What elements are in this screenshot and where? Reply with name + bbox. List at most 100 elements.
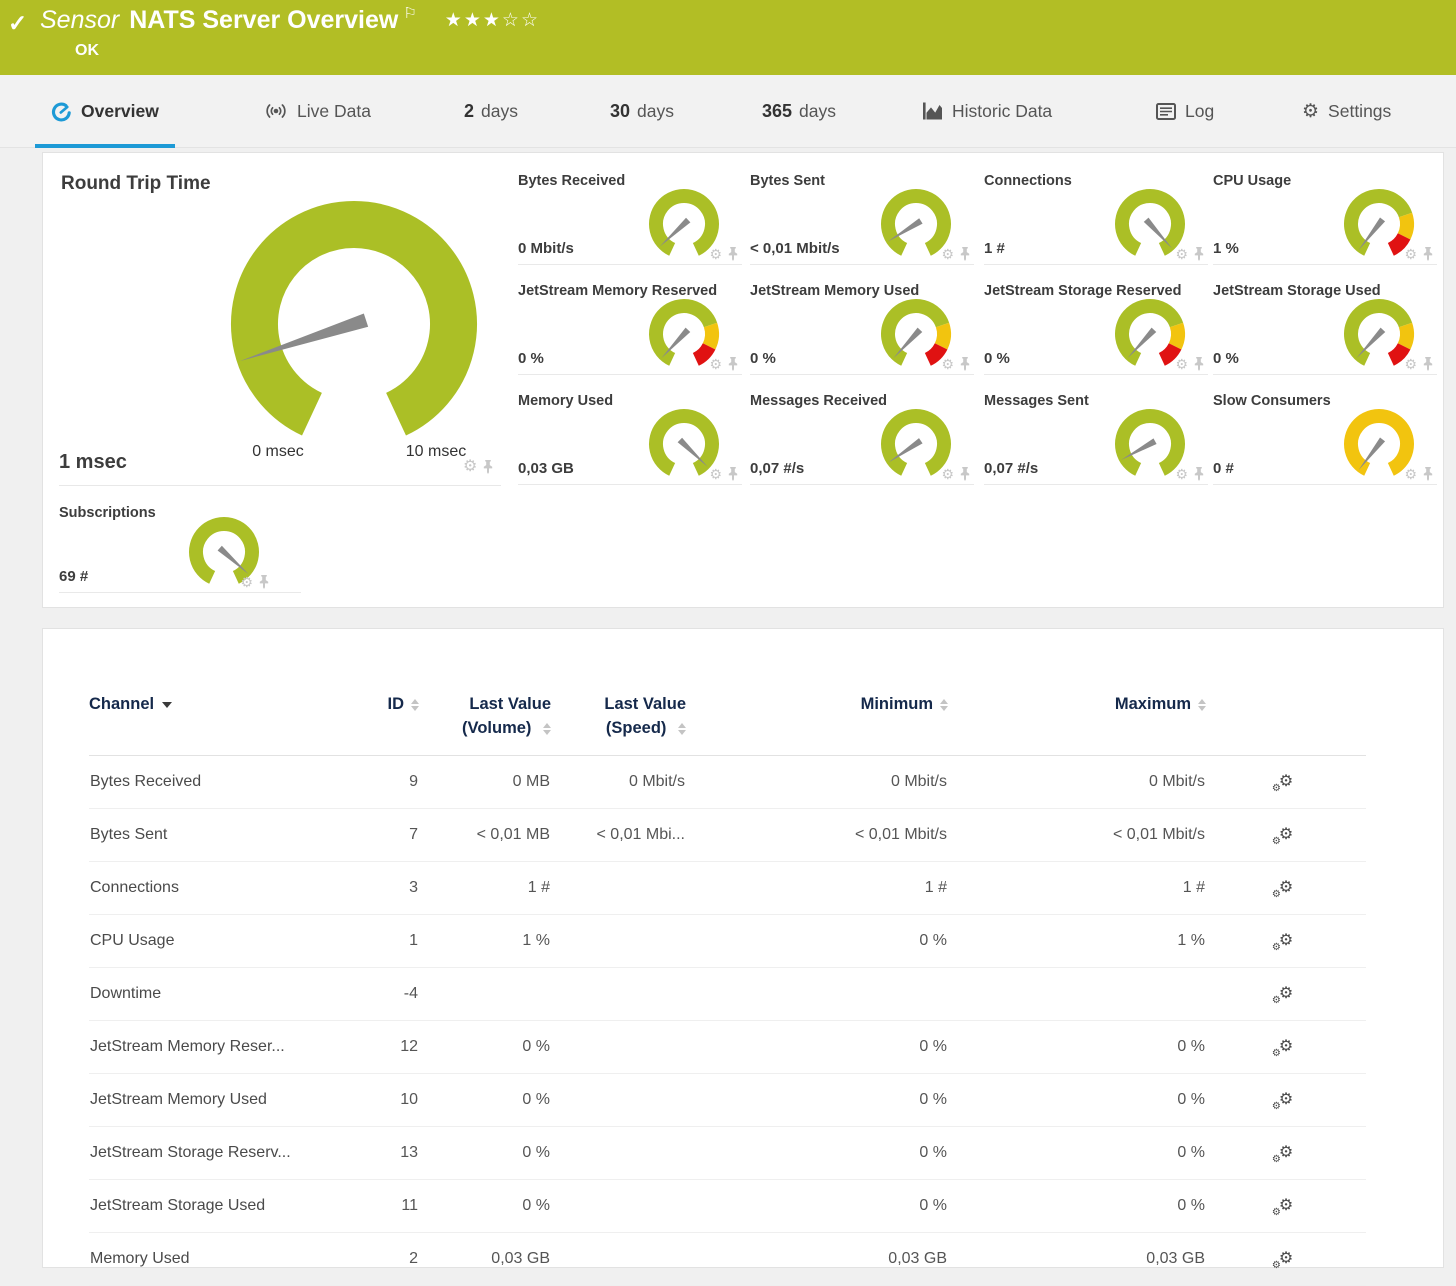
gauge-pin-icon[interactable]: [1194, 247, 1204, 261]
column-header-id[interactable]: ID: [364, 687, 419, 756]
sort-desc-icon: [162, 702, 172, 708]
sensor-header: ✓ Sensor NATS Server Overview ⚐ ★★★☆☆ OK: [0, 0, 1456, 75]
gauge-gear-icon[interactable]: ⚙: [240, 575, 253, 589]
tab-overview[interactable]: Overview: [35, 75, 175, 147]
cell-id: 3: [364, 862, 419, 915]
gauge-pin-icon[interactable]: [1194, 467, 1204, 481]
cell-max: 0 %: [948, 1180, 1206, 1233]
channel-settings-icon[interactable]: ⚙⚙: [1279, 1145, 1293, 1161]
channel-settings-icon[interactable]: ⚙⚙: [1279, 1039, 1293, 1055]
channel-settings-icon[interactable]: ⚙⚙: [1279, 1251, 1293, 1267]
gauge-pin-icon[interactable]: [1423, 357, 1433, 371]
gauge-gear-icon[interactable]: ⚙: [1175, 467, 1188, 481]
stars-filled: ★★★: [445, 10, 502, 31]
channel-settings-icon[interactable]: ⚙⚙: [1279, 774, 1293, 790]
gauge-actions: ⚙: [1404, 357, 1433, 371]
gauge-gear-icon[interactable]: ⚙: [709, 357, 722, 371]
gauge-bytes-sent: Bytes Sent< 0,01 Mbit/s⚙: [750, 173, 974, 265]
channel-settings-icon[interactable]: ⚙⚙: [1279, 1198, 1293, 1214]
gauge-gear-icon[interactable]: ⚙: [1175, 247, 1188, 261]
gauge-gear-icon[interactable]: ⚙: [709, 247, 722, 261]
sort-icon[interactable]: [1198, 699, 1206, 711]
cell-min: [686, 968, 948, 1021]
gauge-value: 0,03 GB: [518, 460, 574, 477]
sort-icon[interactable]: [678, 723, 686, 735]
gauge-pin-icon[interactable]: [728, 247, 738, 261]
channel-settings-icon[interactable]: ⚙⚙: [1279, 933, 1293, 949]
gauge-actions: ⚙: [941, 467, 970, 481]
channel-settings-icon[interactable]: ⚙⚙: [1279, 986, 1293, 1002]
cell-min: 0 %: [686, 1127, 948, 1180]
column-header-max[interactable]: Maximum: [948, 687, 1206, 756]
round-trip-time-dial: [213, 189, 495, 450]
column-header-action: [1206, 687, 1366, 756]
gauge-gear-icon[interactable]: ⚙: [709, 467, 722, 481]
column-header-volume[interactable]: Last Value(Volume): [419, 687, 551, 756]
cell-speed: [551, 915, 686, 968]
sensor-title-line: Sensor NATS Server Overview ⚐ ★★★☆☆: [40, 6, 540, 35]
tab-historic-data[interactable]: Historic Data: [906, 75, 1068, 147]
gauge-gear-icon[interactable]: ⚙: [941, 357, 954, 371]
channel-row-bytes-received: Bytes Received90 MB0 Mbit/s0 Mbit/s0 Mbi…: [89, 756, 1366, 809]
tab-2-days[interactable]: 2days: [448, 75, 534, 147]
tab-live-data[interactable]: Live Data: [248, 75, 387, 147]
gauge-gear-icon[interactable]: ⚙: [1175, 357, 1188, 371]
gauge-pin-icon[interactable]: [1423, 467, 1433, 481]
gauge-pin-icon[interactable]: [483, 460, 493, 474]
live-data-icon: [264, 102, 288, 120]
table-header-row: ChannelIDLast Value(Volume) Last Value(S…: [89, 687, 1366, 756]
cell-id: 1: [364, 915, 419, 968]
column-header-min[interactable]: Minimum: [686, 687, 948, 756]
historic-chart-icon: [922, 102, 943, 120]
gauge-value: 0,07 #/s: [750, 460, 804, 477]
gauge-gear-icon[interactable]: ⚙: [463, 459, 477, 475]
channel-settings-cell: ⚙⚙: [1206, 1180, 1366, 1233]
channel-row-jetstream-storage-used: JetStream Storage Used110 %0 %0 %⚙⚙: [89, 1180, 1366, 1233]
channel-row-jetstream-storage-reserv: JetStream Storage Reserv...130 %0 %0 %⚙⚙: [89, 1127, 1366, 1180]
gauge-actions: ⚙: [709, 247, 738, 261]
cell-min: 0 Mbit/s: [686, 756, 948, 809]
gauge-pin-icon[interactable]: [1423, 247, 1433, 261]
priority-stars[interactable]: ★★★☆☆: [445, 9, 540, 32]
cell-volume: 1 %: [419, 915, 551, 968]
gauge-pin-icon[interactable]: [960, 467, 970, 481]
channel-settings-icon[interactable]: ⚙⚙: [1279, 827, 1293, 843]
channel-settings-cell: ⚙⚙: [1206, 862, 1366, 915]
tab-label: Overview: [81, 101, 159, 122]
gauge-pin-icon[interactable]: [1194, 357, 1204, 371]
tab-label: days: [481, 101, 518, 122]
cell-id: 7: [364, 809, 419, 862]
cell-speed: [551, 862, 686, 915]
sort-icon[interactable]: [543, 723, 551, 735]
tab-30-days[interactable]: 30days: [594, 75, 690, 147]
tab-settings[interactable]: ⚙Settings: [1286, 75, 1407, 147]
channel-settings-icon[interactable]: ⚙⚙: [1279, 1092, 1293, 1108]
gauge-gear-icon[interactable]: ⚙: [1404, 467, 1417, 481]
gauge-gear-icon[interactable]: ⚙: [1404, 247, 1417, 261]
gauge-pin-icon[interactable]: [960, 247, 970, 261]
gauge-gear-icon[interactable]: ⚙: [1404, 357, 1417, 371]
gauge-jetstream-memory-used: JetStream Memory Used0 %⚙: [750, 283, 974, 375]
cell-channel: JetStream Storage Used: [89, 1180, 364, 1233]
gauge-pin-icon[interactable]: [728, 467, 738, 481]
cell-min: 0 %: [686, 915, 948, 968]
gauge-title: Subscriptions: [59, 505, 156, 521]
tab-bar: Overview Live Data 2days 30days 365days Histo…: [0, 75, 1456, 148]
gauge-gear-icon[interactable]: ⚙: [941, 247, 954, 261]
channel-settings-icon[interactable]: ⚙⚙: [1279, 880, 1293, 896]
sort-icon[interactable]: [940, 699, 948, 711]
column-header-channel[interactable]: Channel: [89, 687, 364, 756]
flag-icon[interactable]: ⚐: [403, 4, 416, 22]
cell-max: 0 %: [948, 1127, 1206, 1180]
column-header-speed[interactable]: Last Value(Speed): [551, 687, 686, 756]
gauge-value: 0 Mbit/s: [518, 240, 574, 257]
tab-365-days[interactable]: 365days: [746, 75, 852, 147]
gauge-pin-icon[interactable]: [259, 575, 269, 589]
sort-icon[interactable]: [411, 699, 419, 711]
channel-row-jetstream-memory-reser: JetStream Memory Reser...120 %0 %0 %⚙⚙: [89, 1021, 1366, 1074]
gauge-pin-icon[interactable]: [728, 357, 738, 371]
gauge-gear-icon[interactable]: ⚙: [941, 467, 954, 481]
cell-channel: JetStream Memory Reser...: [89, 1021, 364, 1074]
tab-log[interactable]: Log: [1140, 75, 1230, 147]
gauge-pin-icon[interactable]: [960, 357, 970, 371]
